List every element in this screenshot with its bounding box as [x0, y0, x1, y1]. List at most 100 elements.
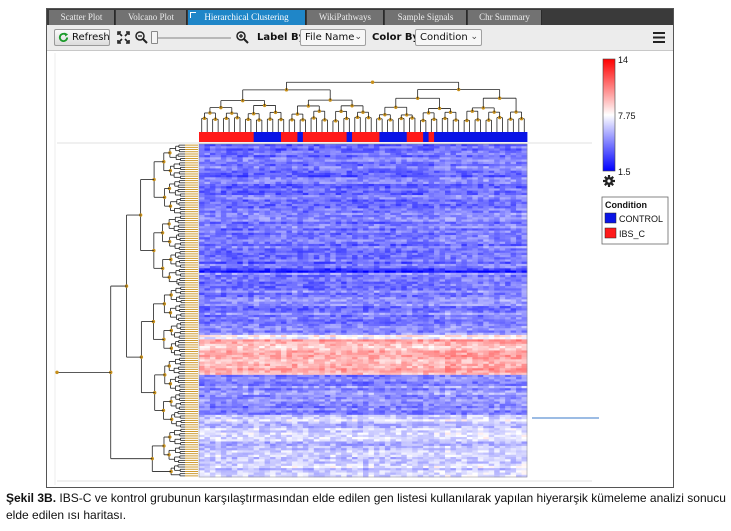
heatmap-cell [428, 168, 435, 171]
heatmap-cell [291, 263, 298, 267]
zoom-in-icon[interactable] [236, 31, 249, 44]
heatmap-cell [352, 261, 358, 265]
heatmap-cell [270, 274, 276, 278]
heatmap-cell [330, 203, 337, 207]
heatmap-cell [494, 230, 501, 234]
heatmap-cell [417, 279, 424, 282]
heatmap-cell [357, 217, 364, 220]
heatmap-cell [286, 168, 293, 171]
heatmap-cell [488, 201, 495, 205]
tab-sample-signals[interactable]: Sample Signals [385, 10, 467, 25]
color-by-select[interactable]: Condition ⌄ [415, 29, 482, 46]
heatmap-cell [286, 237, 293, 240]
heatmap-cell [335, 203, 342, 207]
heatmap-cell [401, 186, 408, 189]
heatmap-cell [510, 252, 517, 256]
heatmap-cell [330, 241, 337, 245]
heatmap-cell [259, 279, 265, 282]
heatmap-cell [406, 219, 413, 223]
zoom-slider-track[interactable] [151, 37, 231, 39]
fit-to-screen-icon[interactable] [117, 31, 130, 44]
heatmap-cell [264, 188, 271, 191]
heatmap-cell [423, 208, 429, 211]
heatmap-cell [297, 175, 304, 178]
heatmap-cell [384, 190, 391, 194]
heatmap-cell [209, 177, 216, 180]
heatmap-cell [324, 261, 331, 265]
heatmap-cell [406, 150, 413, 154]
heatmap-cell [231, 201, 238, 205]
heatmap-cell [302, 177, 309, 180]
zoom-out-icon[interactable] [135, 31, 148, 44]
heatmap-cell [226, 246, 233, 249]
heatmap-cell [434, 255, 440, 258]
heatmap-cell [461, 155, 468, 158]
tab-scatter-plot[interactable]: Scatter Plot [49, 10, 115, 25]
heatmap-cell [521, 206, 528, 209]
heatmap-cell [264, 277, 271, 280]
dendrogram-node [487, 118, 491, 122]
heatmap-cell [319, 177, 326, 180]
menu-icon[interactable] [653, 32, 665, 43]
dendrogram-node [284, 88, 289, 92]
heatmap-cell [346, 210, 353, 214]
heatmap-cell [390, 157, 397, 160]
heatmap-cell [291, 223, 298, 227]
heatmap-cell [199, 288, 205, 291]
heatmap-cell [346, 179, 353, 183]
heatmap-cell [302, 221, 309, 225]
heatmap-cell [259, 274, 265, 278]
heatmap-cell [286, 235, 293, 238]
tab-wikipathways[interactable]: WikiPathways [307, 10, 384, 25]
heatmap-cell [226, 144, 233, 147]
heatmap-cell [253, 277, 260, 280]
heatmap-cell [204, 199, 211, 203]
heatmap-cell [199, 146, 205, 149]
heatmap-cell [302, 228, 309, 231]
heatmap-cell [428, 279, 435, 282]
heatmap-cell [264, 243, 271, 247]
tab-volcano-plot[interactable]: Volcano Plot [116, 10, 187, 25]
heatmap-cell [341, 197, 347, 200]
heatmap-cell [330, 212, 337, 216]
heatmap-cell [259, 197, 265, 200]
heatmap-cell [406, 286, 413, 289]
heatmap-cell [390, 212, 397, 216]
heatmap-cell [401, 166, 408, 169]
heatmap-cell [313, 157, 320, 160]
heatmap-cell [259, 248, 265, 251]
heatmap-cell [242, 203, 249, 207]
zoom-slider-handle[interactable] [151, 31, 158, 44]
tab-hierarchical-clustering[interactable]: Hierarchical Clustering [188, 10, 306, 25]
heatmap-cell [379, 181, 386, 185]
heatmap-cell [445, 172, 451, 176]
heatmap-cell [494, 272, 501, 276]
heatmap-cell [368, 274, 375, 278]
heatmap-cell [313, 272, 320, 276]
heatmap-cell [401, 259, 408, 263]
heatmap-cell [357, 192, 364, 196]
heatmap-cell [521, 252, 528, 256]
tab-chr-summary[interactable]: Chr Summary [468, 10, 542, 25]
heatmap-cell [384, 206, 391, 209]
heatmap-cell [215, 177, 222, 180]
heatmap-cell [401, 206, 408, 209]
label-by-select[interactable]: File Name ⌄ [300, 29, 366, 46]
heatmap-cell [264, 168, 271, 171]
heatmap-cell [368, 157, 375, 160]
heatmap-cell [291, 197, 298, 200]
heatmap-cell [395, 210, 402, 214]
heatmap-cell [341, 266, 347, 269]
heatmap-cell [428, 179, 435, 183]
heatmap-cell [313, 192, 320, 196]
heatmap-cell [521, 188, 528, 191]
heatmap-cell [450, 161, 457, 165]
heatmap-cell [395, 259, 402, 263]
refresh-button[interactable]: Refresh [54, 29, 110, 46]
heatmap-cell [335, 172, 342, 176]
heatmap-cell [259, 239, 265, 243]
heatmap-cell [521, 192, 528, 196]
heatmap-cell [455, 230, 462, 234]
heatmap-cell [204, 219, 211, 223]
heatmap-cell [472, 221, 479, 225]
